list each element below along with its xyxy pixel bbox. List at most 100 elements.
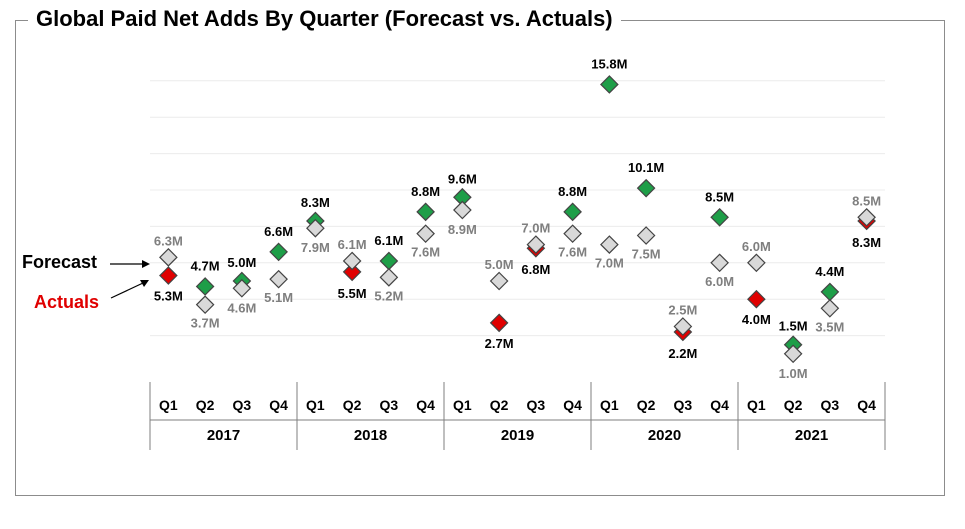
data-label-forecast: 3.5M (815, 319, 844, 334)
data-label-actual: 2.2M (668, 346, 697, 361)
tick-label-quarter: Q1 (600, 397, 619, 413)
data-label-actual: 9.6M (448, 171, 477, 186)
forecast-point (416, 224, 435, 244)
data-label-forecast: 5.0M (485, 257, 514, 272)
data-label-forecast: 4.6M (227, 300, 256, 315)
actual-point (379, 251, 399, 271)
tick-label-quarter: Q4 (269, 397, 288, 413)
data-label-actual: 1.5M (779, 319, 808, 334)
actual-point (489, 313, 509, 333)
forecast-point (526, 235, 546, 254)
forecast-point (857, 207, 876, 227)
tick-label-quarter: Q1 (747, 397, 766, 413)
tick-label-quarter: Q4 (710, 397, 729, 413)
gridlines (150, 80, 885, 337)
tick-label-quarter: Q3 (821, 397, 840, 413)
data-label-actual: 8.8M (411, 184, 440, 199)
data-marks (159, 75, 876, 364)
tick-label-quarter: Q3 (233, 397, 252, 413)
chart-title: Global Paid Net Adds By Quarter (Forecas… (28, 6, 621, 32)
data-label-actual: 10.1M (628, 160, 664, 175)
forecast-point (379, 268, 399, 287)
tick-label-year: 2021 (795, 427, 828, 444)
actual-point (195, 277, 215, 296)
tick-label-quarter: Q1 (306, 397, 325, 413)
data-label-forecast: 7.0M (595, 256, 624, 271)
forecast-arrowhead (142, 260, 150, 268)
forecast-point (600, 235, 619, 254)
data-label-actual: 6.8M (521, 262, 550, 277)
actual-point (416, 202, 435, 222)
tick-label-year: 2018 (354, 427, 387, 444)
data-label-actual: 2.7M (485, 336, 514, 351)
forecast-point (710, 253, 729, 273)
data-label-actual: 5.3M (154, 289, 183, 304)
tick-label-quarter: Q1 (159, 397, 178, 413)
data-labels: 5.3M 6.3M 4.7M 3.7M 5.0M 4.6M 6.6M 5.1M 8.3M 7.9M… (154, 56, 881, 380)
actual-point (159, 266, 178, 285)
data-label-forecast: 7.6M (558, 245, 587, 260)
data-label-forecast: 7.9M (301, 240, 330, 255)
forecast-point (269, 269, 288, 289)
tick-label-year: 2020 (648, 427, 681, 444)
forecast-point (563, 224, 582, 244)
tick-label-year: 2017 (207, 427, 240, 444)
tick-label-quarter: Q3 (380, 397, 399, 413)
tick-label-year: 2019 (501, 427, 534, 444)
tick-label-quarter: Q2 (196, 397, 215, 413)
actual-point (600, 75, 619, 94)
tick-label-quarter: Q2 (343, 397, 362, 413)
data-label-actual: 5.5M (338, 286, 367, 301)
data-label-forecast: 7.0M (521, 221, 550, 236)
data-label-forecast: 6.0M (742, 239, 771, 254)
actuals-arrow (110, 282, 144, 299)
tick-label-quarter: Q3 (674, 397, 693, 413)
data-label-actual: 4.4M (815, 264, 844, 279)
data-label-actual: 8.5M (705, 189, 734, 204)
data-label-actual: 6.6M (264, 224, 293, 239)
actual-point (269, 242, 288, 262)
tick-label-quarter: Q2 (784, 397, 803, 413)
data-label-actual: 5.0M (227, 255, 256, 270)
forecast-point (195, 295, 215, 315)
data-label-forecast: 3.7M (191, 316, 220, 331)
data-label-actual: 4.7M (191, 258, 220, 273)
actual-point (636, 178, 656, 198)
data-label-forecast: 2.5M (668, 303, 697, 318)
data-label-actual: 8.3M (852, 235, 881, 250)
legend-forecast-label: Forecast (22, 252, 98, 272)
forecast-point (306, 218, 325, 238)
forecast-point (232, 278, 252, 298)
tick-label-quarter: Q4 (563, 397, 582, 413)
data-label-forecast: 6.3M (154, 233, 183, 248)
x-axis: Q1 Q2 Q3 Q4 Q1 Q2 Q3 Q4 Q1 Q2 Q3 Q4 Q1 Q2 Q3 Q4 Q1 Q2 Q3 Q4… (149, 382, 886, 450)
data-label-forecast: 5.2M (374, 288, 403, 303)
legend-actuals-label: Actuals (34, 292, 100, 312)
forecast-point (489, 271, 509, 291)
forecast-point (747, 253, 766, 273)
tick-label-quarter: Q2 (637, 397, 656, 413)
data-label-actual: 8.3M (301, 195, 330, 210)
data-label-forecast: 1.0M (779, 366, 808, 381)
data-label-forecast: 7.5M (632, 247, 661, 262)
data-label-forecast: 8.5M (852, 193, 881, 208)
forecast-point (783, 344, 803, 364)
actual-point (710, 207, 729, 227)
forecast-point (820, 298, 840, 318)
data-label-forecast: 7.6M (411, 245, 440, 260)
data-label-actual: 8.8M (558, 184, 587, 199)
data-label-actual: 15.8M (591, 56, 627, 71)
legend-arrows (110, 260, 150, 299)
data-label-forecast: 5.1M (264, 290, 293, 305)
actual-point (563, 202, 582, 222)
forecast-point (453, 200, 472, 220)
forecast-point (636, 226, 656, 245)
tick-label-quarter: Q1 (453, 397, 472, 413)
data-label-forecast: 8.9M (448, 222, 477, 237)
tick-label-quarter: Q3 (527, 397, 546, 413)
tick-label-quarter: Q4 (857, 397, 876, 413)
tick-label-quarter: Q2 (490, 397, 509, 413)
actual-point (342, 262, 362, 282)
forecast-point (673, 317, 693, 336)
